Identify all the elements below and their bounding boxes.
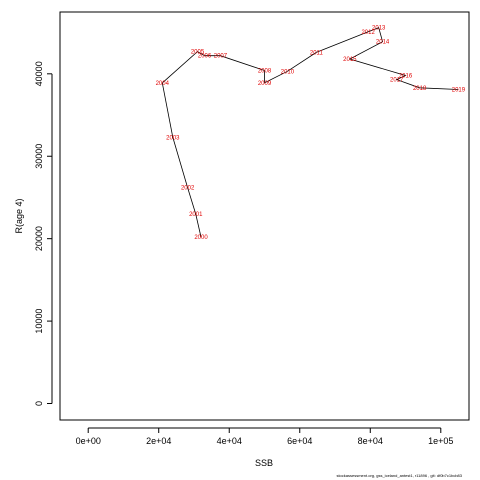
- point-label-2000: 2000: [194, 235, 208, 241]
- point-label-2005: 2005: [191, 50, 205, 56]
- x-tick-label: 8e+04: [358, 436, 383, 446]
- point-label-2002: 2002: [181, 186, 195, 192]
- point-label-2001: 2001: [189, 212, 203, 218]
- point-label-2003: 2003: [166, 135, 180, 141]
- x-tick-label: 4e+04: [217, 436, 242, 446]
- x-tick-label: 0e+00: [76, 436, 101, 446]
- series-line: [161, 27, 459, 238]
- point-label-2016: 2016: [399, 73, 413, 79]
- point-label-2004: 2004: [156, 81, 170, 87]
- point-label-2007: 2007: [214, 54, 228, 60]
- point-label-2011: 2011: [310, 50, 324, 56]
- point-label-2006: 2006: [198, 54, 212, 60]
- point-label-2017: 2017: [390, 78, 404, 84]
- y-axis: 0 10000 20000 30000 40000: [34, 61, 53, 406]
- plot-frame: [59, 11, 470, 421]
- x-tick-label: 1e+05: [428, 436, 453, 446]
- point-label-2010: 2010: [281, 69, 295, 75]
- point-label-2018: 2018: [413, 86, 427, 92]
- y-axis-title: R(age 4): [14, 198, 24, 233]
- y-tick-label: 20000: [34, 226, 44, 251]
- footer-text: stockassessment.org, gss_iceland_antest1…: [336, 473, 462, 478]
- point-label-2013: 2013: [372, 26, 386, 32]
- y-tick-label: 30000: [34, 144, 44, 169]
- x-axis: 0e+00 2e+04 4e+04 6e+04 8e+04 1e+05: [76, 427, 453, 446]
- x-axis-title: SSB: [255, 458, 273, 468]
- point-label-2009: 2009: [258, 81, 272, 87]
- point-label-2008: 2008: [258, 69, 272, 75]
- point-label-2012: 2012: [361, 30, 375, 36]
- x-tick-label: 6e+04: [287, 436, 312, 446]
- point-label-2019: 2019: [452, 87, 466, 93]
- point-label-2014: 2014: [376, 40, 390, 46]
- y-tick-label: 40000: [34, 61, 44, 86]
- y-tick-label: 10000: [34, 309, 44, 334]
- x-tick-label: 2e+04: [146, 436, 171, 446]
- y-tick-label: 0: [34, 401, 44, 406]
- point-label-2015: 2015: [343, 57, 357, 63]
